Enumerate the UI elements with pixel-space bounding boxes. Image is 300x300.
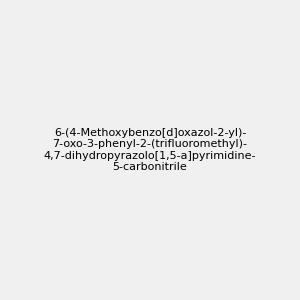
Text: 6-(4-Methoxybenzo[d]oxazol-2-yl)-
7-oxo-3-phenyl-2-(trifluoromethyl)-
4,7-dihydr: 6-(4-Methoxybenzo[d]oxazol-2-yl)- 7-oxo-… xyxy=(44,128,256,172)
